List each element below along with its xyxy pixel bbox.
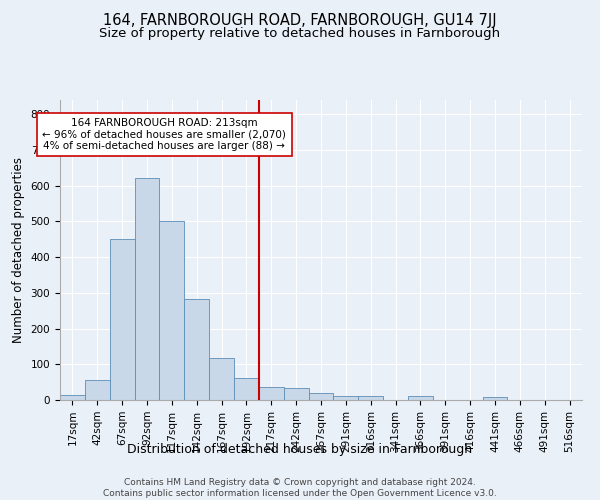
Bar xyxy=(284,388,308,400)
Bar xyxy=(134,178,160,400)
Bar xyxy=(308,393,334,400)
Text: 164, FARNBOROUGH ROAD, FARNBOROUGH, GU14 7JJ: 164, FARNBOROUGH ROAD, FARNBOROUGH, GU14… xyxy=(103,12,497,28)
Bar xyxy=(259,387,284,400)
Text: Size of property relative to detached houses in Farnborough: Size of property relative to detached ho… xyxy=(100,28,500,40)
Bar xyxy=(60,396,85,400)
Bar xyxy=(482,397,508,400)
Text: Distribution of detached houses by size in Farnborough: Distribution of detached houses by size … xyxy=(127,442,473,456)
Text: Contains HM Land Registry data © Crown copyright and database right 2024.
Contai: Contains HM Land Registry data © Crown c… xyxy=(103,478,497,498)
Bar xyxy=(209,358,234,400)
Y-axis label: Number of detached properties: Number of detached properties xyxy=(12,157,25,343)
Bar xyxy=(184,300,209,400)
Bar xyxy=(408,396,433,400)
Bar xyxy=(85,380,110,400)
Text: 164 FARNBOROUGH ROAD: 213sqm
← 96% of detached houses are smaller (2,070)
4% of : 164 FARNBOROUGH ROAD: 213sqm ← 96% of de… xyxy=(43,118,286,151)
Bar xyxy=(358,396,383,400)
Bar xyxy=(160,220,184,400)
Bar xyxy=(110,240,134,400)
Bar xyxy=(334,396,358,400)
Bar xyxy=(234,378,259,400)
